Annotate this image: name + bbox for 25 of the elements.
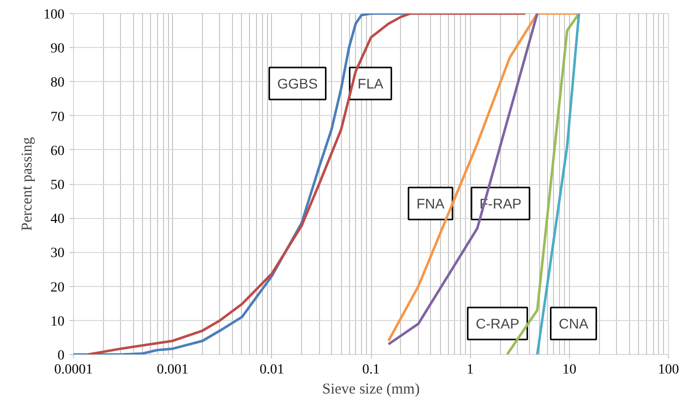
- y-tick-label: 60: [50, 144, 64, 159]
- x-tick-label: 100: [658, 362, 679, 378]
- y-tick-label: 10: [50, 314, 64, 330]
- y-tick-label: 50: [50, 178, 64, 193]
- y-tick-label: 100: [44, 8, 64, 22]
- annotation: C-RAP: [476, 316, 520, 332]
- y-tick-label: 80: [50, 76, 64, 91]
- y-tick-label: 20: [50, 280, 64, 296]
- x-tick-label: 1: [466, 362, 474, 378]
- x-tick-label: 0.001: [156, 362, 188, 378]
- x-axis-title: Sieve size (mm): [322, 382, 420, 398]
- y-tick-label: 30: [50, 246, 64, 262]
- annotation: FNA: [416, 196, 446, 212]
- x-tick-label: 10: [562, 362, 576, 378]
- annotation: GGBS: [277, 76, 318, 92]
- x-tick-label: 0.01: [260, 362, 284, 378]
- x-tick-label: 0.0001: [54, 362, 93, 378]
- annotation: CNA: [558, 316, 589, 332]
- y-tick-label: 70: [50, 110, 64, 125]
- annotation: FLA: [358, 76, 384, 92]
- y-tick-label: 0: [58, 348, 64, 364]
- y-axis-title: Percent passing: [20, 136, 36, 231]
- x-tick-label: 0.1: [362, 362, 380, 378]
- y-tick-label: 40: [50, 212, 64, 228]
- y-tick-label: 90: [50, 42, 64, 57]
